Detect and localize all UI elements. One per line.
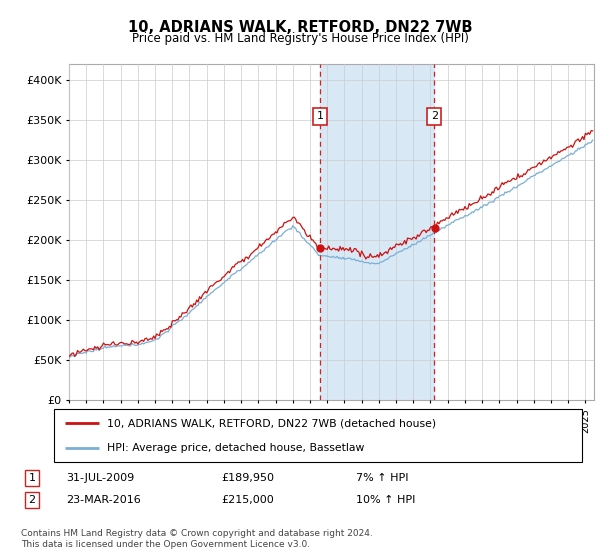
Text: £189,950: £189,950 — [221, 473, 274, 483]
Text: 23-MAR-2016: 23-MAR-2016 — [66, 495, 140, 505]
Text: £215,000: £215,000 — [221, 495, 274, 505]
Text: 10, ADRIANS WALK, RETFORD, DN22 7WB (detached house): 10, ADRIANS WALK, RETFORD, DN22 7WB (det… — [107, 418, 436, 428]
Text: 7% ↑ HPI: 7% ↑ HPI — [356, 473, 409, 483]
Text: 2: 2 — [29, 495, 35, 505]
Text: Price paid vs. HM Land Registry's House Price Index (HPI): Price paid vs. HM Land Registry's House … — [131, 32, 469, 45]
Text: 31-JUL-2009: 31-JUL-2009 — [66, 473, 134, 483]
Text: Contains HM Land Registry data © Crown copyright and database right 2024.
This d: Contains HM Land Registry data © Crown c… — [21, 529, 373, 549]
FancyBboxPatch shape — [54, 409, 582, 462]
Bar — [320, 64, 434, 400]
Text: 10% ↑ HPI: 10% ↑ HPI — [356, 495, 416, 505]
Text: 10, ADRIANS WALK, RETFORD, DN22 7WB: 10, ADRIANS WALK, RETFORD, DN22 7WB — [128, 20, 472, 35]
Text: 1: 1 — [29, 473, 35, 483]
Text: 1: 1 — [316, 111, 323, 122]
Text: HPI: Average price, detached house, Bassetlaw: HPI: Average price, detached house, Bass… — [107, 442, 364, 452]
Text: 2: 2 — [431, 111, 438, 122]
